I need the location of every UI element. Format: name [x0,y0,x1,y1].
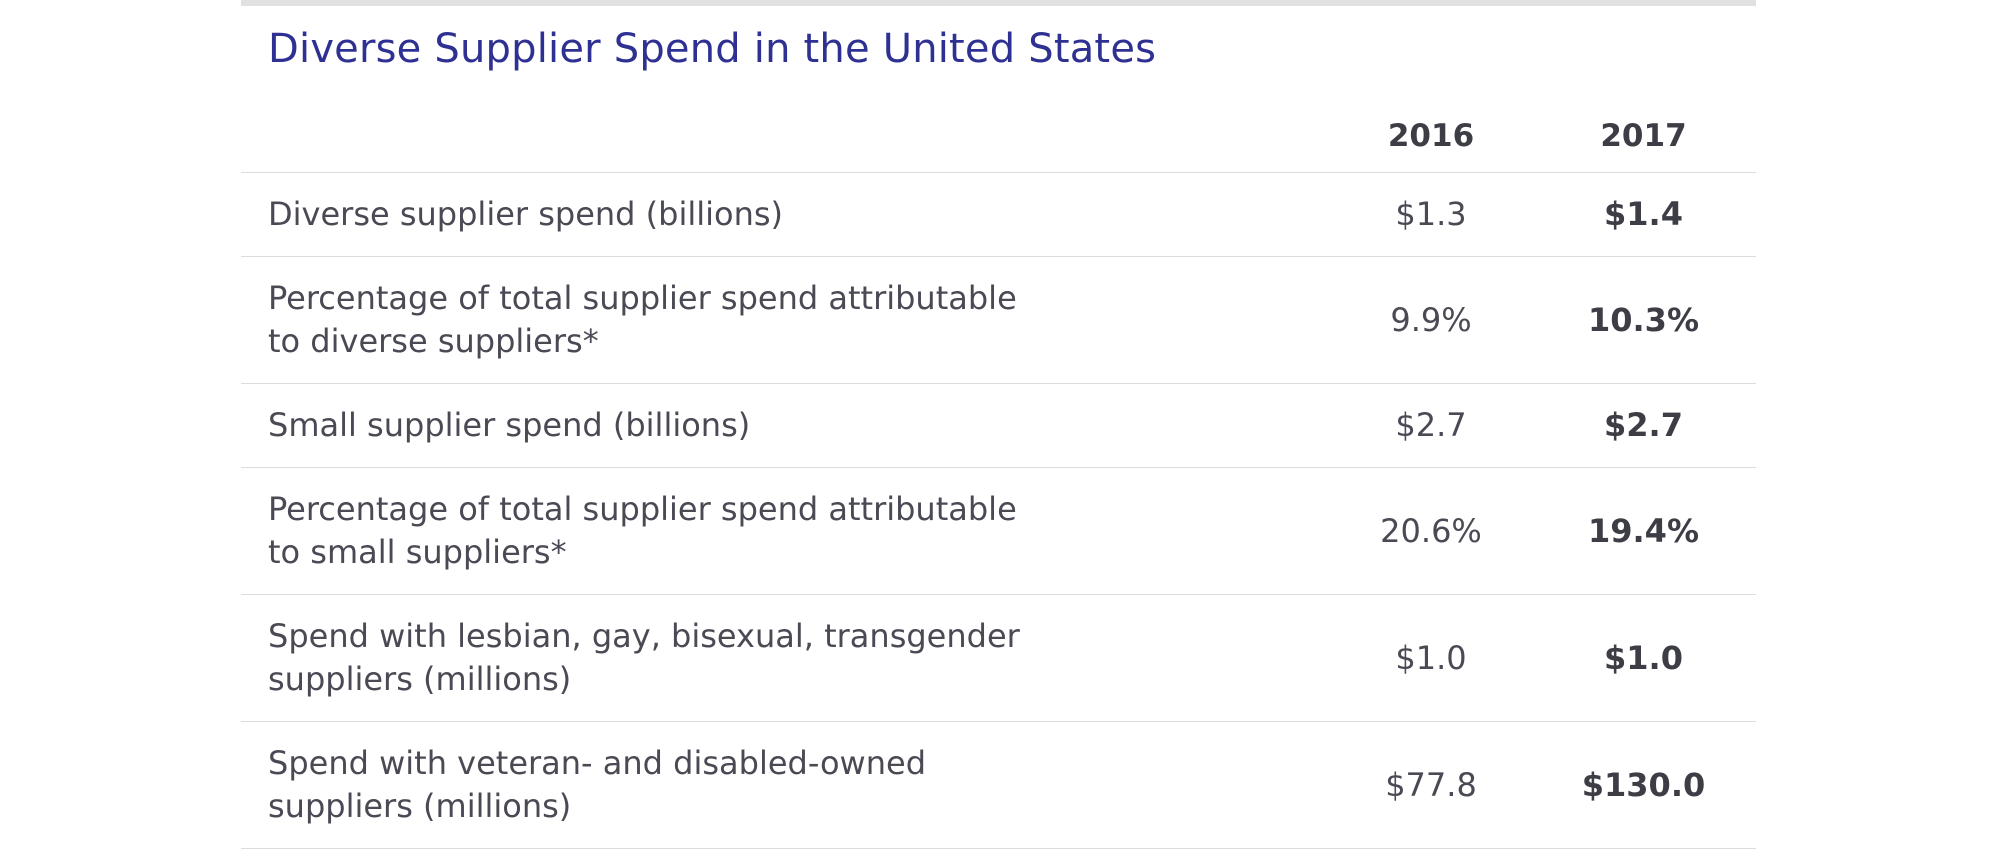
table-row: Percentage of total supplier spend attri… [241,256,1756,384]
value-2016: $1.3 [1331,172,1531,257]
row-label: Spend with lesbian, gay, bisexual, trans… [241,594,1331,722]
value-2016: $1.0 [1331,594,1531,722]
row-label: Diverse supplier spend (billions) [241,172,1331,257]
supplier-spend-panel: Diverse Supplier Spend in the United Sta… [241,0,1756,849]
header-2017: 2017 [1531,80,1756,173]
table-row: Spend with lesbian, gay, bisexual, trans… [241,594,1756,722]
value-2017: $1.4 [1531,172,1756,257]
value-2017: 19.4% [1531,467,1756,595]
value-2017: $2.7 [1531,383,1756,468]
header-2016: 2016 [1331,80,1531,173]
value-2017: $1.0 [1531,594,1756,722]
table-title: Diverse Supplier Spend in the United Sta… [268,26,1157,72]
value-2016: $77.8 [1331,721,1531,849]
header-row: 2016 2017 [241,80,1756,173]
table-row: Diverse supplier spend (billions) $1.3 $… [241,172,1756,257]
row-label: Percentage of total supplier spend attri… [241,467,1331,595]
header-label [241,80,1331,173]
value-2017: 10.3% [1531,256,1756,384]
value-2016: 9.9% [1331,256,1531,384]
row-label: Percentage of total supplier spend attri… [241,256,1331,384]
row-label: Spend with veteran- and disabled-owned s… [241,721,1331,849]
value-2017: $130.0 [1531,721,1756,849]
table-row: Percentage of total supplier spend attri… [241,467,1756,595]
value-2016: 20.6% [1331,467,1531,595]
table-row: Small supplier spend (billions) $2.7 $2.… [241,383,1756,468]
table-row: Spend with veteran- and disabled-owned s… [241,721,1756,849]
value-2016: $2.7 [1331,383,1531,468]
row-label: Small supplier spend (billions) [241,383,1331,468]
supplier-spend-table: 2016 2017 Diverse supplier spend (billio… [241,80,1756,849]
